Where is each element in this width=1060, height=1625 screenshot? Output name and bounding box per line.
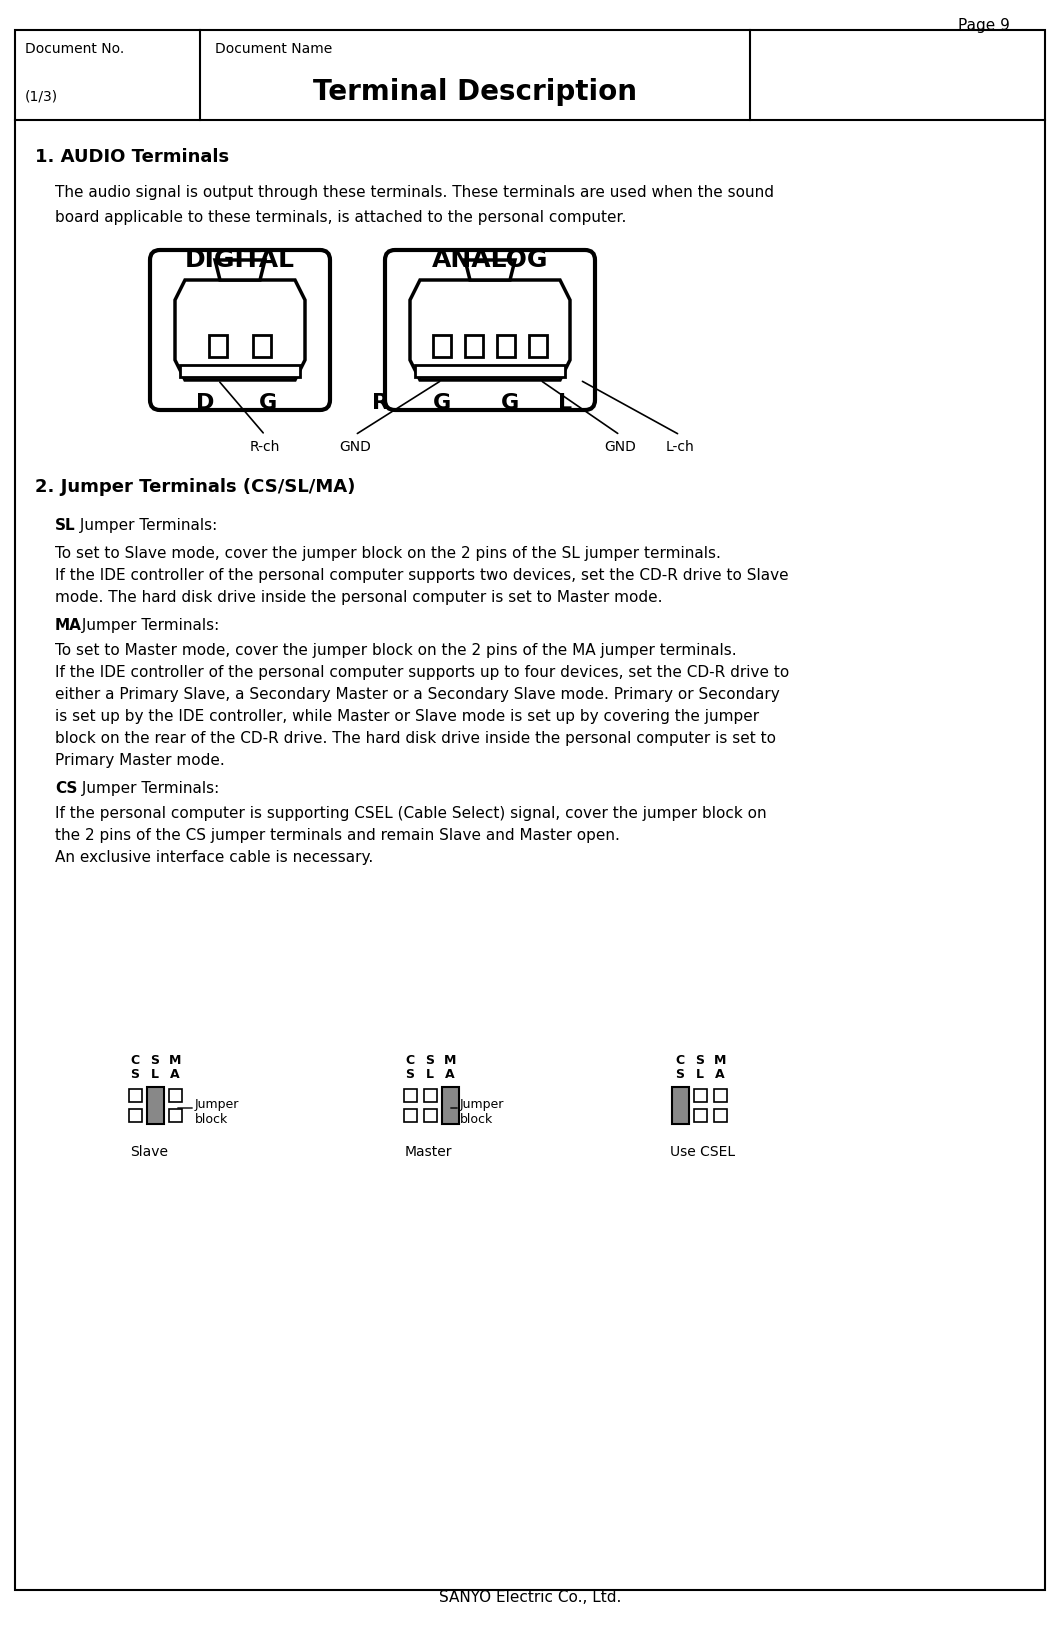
Text: S: S: [151, 1053, 159, 1066]
Text: GND: GND: [604, 440, 636, 453]
Bar: [673, 1089, 687, 1102]
Bar: [443, 1108, 457, 1121]
Text: R: R: [371, 393, 389, 413]
Text: the 2 pins of the CS jumper terminals and remain Slave and Master open.: the 2 pins of the CS jumper terminals an…: [55, 829, 620, 843]
Bar: [416, 366, 565, 377]
Text: To set to Master mode, cover the jumper block on the 2 pins of the MA jumper ter: To set to Master mode, cover the jumper …: [55, 644, 737, 658]
Text: G: G: [432, 393, 452, 413]
Text: is set up by the IDE controller, while Master or Slave mode is set up by coverin: is set up by the IDE controller, while M…: [55, 708, 759, 725]
Text: GND: GND: [339, 440, 371, 453]
Text: Document No.: Document No.: [25, 42, 124, 55]
Polygon shape: [215, 260, 265, 280]
Text: 1. AUDIO Terminals: 1. AUDIO Terminals: [35, 148, 229, 166]
Text: either a Primary Slave, a Secondary Master or a Secondary Slave mode. Primary or: either a Primary Slave, a Secondary Mast…: [55, 687, 780, 702]
Text: Terminal Description: Terminal Description: [313, 78, 637, 106]
Bar: [180, 366, 300, 377]
Text: (1/3): (1/3): [25, 89, 58, 104]
Text: The audio signal is output through these terminals. These terminals are used whe: The audio signal is output through these…: [55, 185, 774, 200]
Text: If the IDE controller of the personal computer supports up to four devices, set : If the IDE controller of the personal co…: [55, 665, 790, 679]
Text: L: L: [558, 393, 572, 413]
Bar: [404, 1108, 417, 1121]
Text: MA: MA: [55, 618, 82, 634]
Bar: [128, 1108, 141, 1121]
Bar: [148, 1108, 161, 1121]
Bar: [404, 1089, 417, 1102]
Bar: [146, 1087, 163, 1123]
Text: Primary Master mode.: Primary Master mode.: [55, 752, 225, 769]
Polygon shape: [175, 280, 305, 380]
Text: If the personal computer is supporting CSEL (Cable Select) signal, cover the jum: If the personal computer is supporting C…: [55, 806, 766, 821]
Bar: [713, 1089, 726, 1102]
Text: S: S: [406, 1068, 414, 1081]
Text: D: D: [196, 393, 214, 413]
Text: C: C: [405, 1053, 414, 1066]
Text: Page 9: Page 9: [958, 18, 1010, 32]
Bar: [424, 1108, 437, 1121]
Polygon shape: [465, 260, 515, 280]
Text: S: S: [425, 1053, 435, 1066]
Text: 2. Jumper Terminals (CS/SL/MA): 2. Jumper Terminals (CS/SL/MA): [35, 478, 355, 496]
Text: G: G: [501, 393, 519, 413]
Text: L: L: [151, 1068, 159, 1081]
Bar: [169, 1108, 181, 1121]
Text: Jumper
block: Jumper block: [460, 1098, 505, 1126]
Text: block on the rear of the CD-R drive. The hard disk drive inside the personal com: block on the rear of the CD-R drive. The…: [55, 731, 776, 746]
Text: Jumper Terminals:: Jumper Terminals:: [77, 782, 219, 796]
Text: S: S: [675, 1068, 685, 1081]
Text: C: C: [675, 1053, 685, 1066]
Text: Use CSEL: Use CSEL: [670, 1146, 736, 1159]
Text: M: M: [713, 1053, 726, 1066]
Bar: [529, 335, 547, 358]
Bar: [443, 1089, 457, 1102]
Text: SANYO Electric Co., Ltd.: SANYO Electric Co., Ltd.: [439, 1589, 621, 1606]
FancyBboxPatch shape: [151, 250, 330, 410]
Text: Document Name: Document Name: [215, 42, 332, 55]
Bar: [497, 335, 515, 358]
Text: A: A: [445, 1068, 455, 1081]
Bar: [432, 335, 450, 358]
Bar: [169, 1089, 181, 1102]
Text: Jumper
block: Jumper block: [195, 1098, 240, 1126]
Bar: [253, 335, 271, 358]
Bar: [424, 1089, 437, 1102]
Text: M: M: [169, 1053, 181, 1066]
Bar: [693, 1108, 707, 1121]
Text: An exclusive interface cable is necessary.: An exclusive interface cable is necessar…: [55, 850, 373, 864]
Text: L: L: [426, 1068, 434, 1081]
Text: A: A: [716, 1068, 725, 1081]
Text: Jumper Terminals:: Jumper Terminals:: [75, 518, 217, 533]
Text: CS: CS: [55, 782, 77, 796]
Text: SL: SL: [55, 518, 75, 533]
Text: R-ch: R-ch: [250, 440, 280, 453]
Text: Master: Master: [405, 1146, 453, 1159]
Text: A: A: [171, 1068, 180, 1081]
Text: board applicable to these terminals, is attached to the personal computer.: board applicable to these terminals, is …: [55, 210, 626, 224]
Text: M: M: [444, 1053, 456, 1066]
Bar: [465, 335, 483, 358]
Text: Slave: Slave: [130, 1146, 167, 1159]
Text: To set to Slave mode, cover the jumper block on the 2 pins of the SL jumper term: To set to Slave mode, cover the jumper b…: [55, 546, 721, 561]
Text: DIGITAL: DIGITAL: [186, 249, 295, 271]
Text: L-ch: L-ch: [666, 440, 694, 453]
Bar: [442, 1087, 459, 1123]
Bar: [209, 335, 227, 358]
Bar: [128, 1089, 141, 1102]
Text: S: S: [695, 1053, 705, 1066]
Polygon shape: [410, 280, 570, 380]
Text: G: G: [259, 393, 277, 413]
Bar: [713, 1108, 726, 1121]
Text: L: L: [696, 1068, 704, 1081]
Text: C: C: [130, 1053, 140, 1066]
Bar: [693, 1089, 707, 1102]
Bar: [671, 1087, 689, 1123]
Text: Jumper Terminals:: Jumper Terminals:: [77, 618, 219, 634]
Bar: [673, 1108, 687, 1121]
Bar: [148, 1089, 161, 1102]
Text: ANALOG: ANALOG: [431, 249, 548, 271]
Text: S: S: [130, 1068, 140, 1081]
Text: If the IDE controller of the personal computer supports two devices, set the CD-: If the IDE controller of the personal co…: [55, 569, 789, 583]
FancyBboxPatch shape: [385, 250, 595, 410]
Text: mode. The hard disk drive inside the personal computer is set to Master mode.: mode. The hard disk drive inside the per…: [55, 590, 662, 604]
